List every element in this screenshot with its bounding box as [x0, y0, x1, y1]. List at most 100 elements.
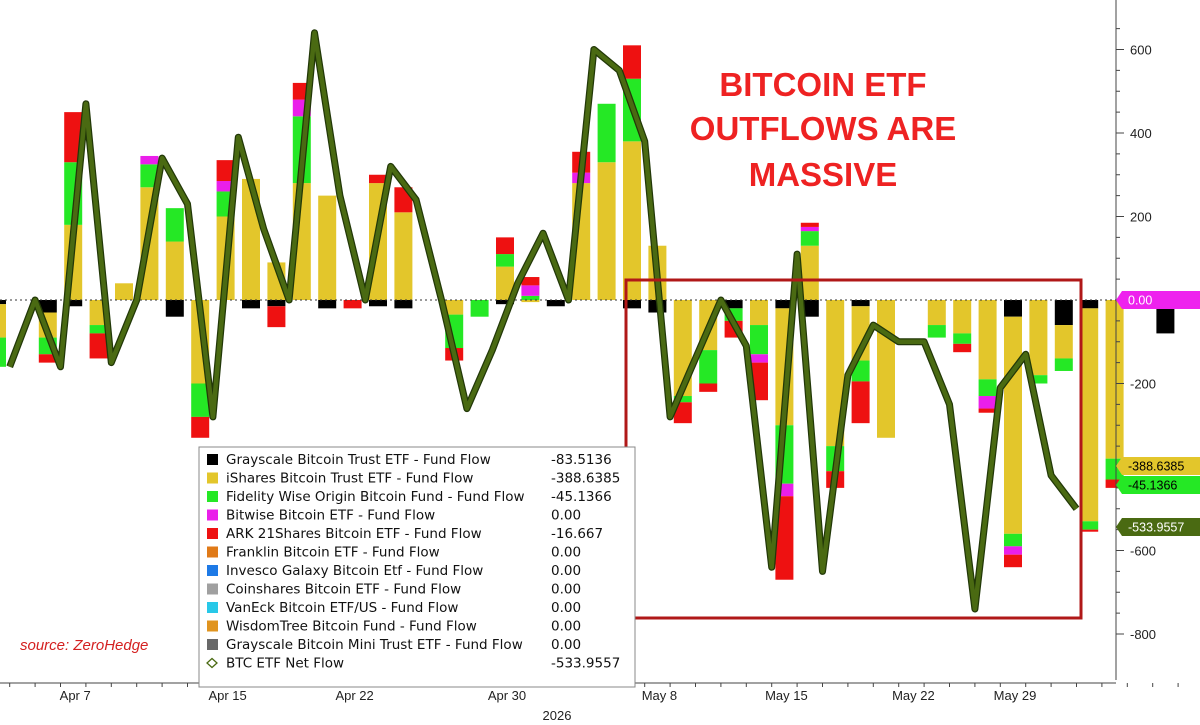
bar-segment-1-35	[877, 300, 895, 438]
legend-series-value: -533.9557	[551, 656, 620, 672]
bar-segment-4-38	[953, 343, 972, 353]
bar-segment-1-21	[521, 300, 540, 303]
bar-segment-2-7	[165, 208, 184, 242]
bar-segment-4-44	[1105, 479, 1124, 488]
legend-diamond-icon	[206, 657, 218, 669]
bar-segment-4-25	[623, 45, 641, 79]
legend-swatch	[207, 509, 218, 521]
bar-segment-0-0	[0, 300, 6, 305]
x-axis: Apr 7 Apr 15 Apr 22 Apr 30 May 8 May 15 May 22…	[0, 682, 1179, 723]
bar-segment-2-32	[800, 231, 819, 246]
axis-tag: -388.6385	[1116, 457, 1200, 475]
net-flow-line	[6, 29, 1080, 613]
bar-segment-2-41	[1029, 375, 1048, 384]
legend-series-value: 0.00	[551, 582, 581, 598]
legend-series-value: -83.5136	[551, 452, 612, 468]
bar-segment-4-20	[496, 237, 514, 255]
bar-segment-2-40	[1004, 533, 1022, 547]
axis-value-tags: 0.00 -388.6385 -45.1366 -533.9557	[1116, 291, 1200, 536]
legend-swatch	[207, 491, 218, 502]
bar-segment-1-24	[597, 162, 616, 300]
legend-swatch	[207, 583, 218, 595]
legend-series-value: 0.00	[551, 637, 581, 653]
y-tick-label: 600	[1130, 43, 1152, 58]
legend-series-value: 0.00	[551, 545, 581, 561]
legend-series-name: Invesco Galaxy Bitcoin Etf - Fund Flow	[226, 563, 483, 579]
bar-segment-1-16	[394, 212, 413, 300]
bar-segment-1-40	[1004, 316, 1022, 534]
legend-series-value: 0.00	[551, 619, 581, 635]
axis-tag-label: -45.1366	[1128, 479, 1177, 493]
legend-swatch	[207, 472, 218, 484]
bar-segment-4-28	[699, 383, 718, 392]
legend-series-value: 0.00	[551, 600, 581, 616]
bar-segment-2-0	[0, 337, 6, 367]
y-tick-label: 200	[1130, 210, 1152, 225]
axis-tag: 0.00	[1116, 291, 1200, 309]
legend-swatch	[207, 528, 218, 539]
bar-segment-2-30	[750, 325, 768, 355]
year-label: 2026	[543, 708, 572, 723]
bar-segment-2-20	[496, 254, 514, 267]
bar-segment-1-18	[445, 300, 464, 315]
bar-segment-0-20	[496, 300, 514, 305]
bar-segment-2-27	[673, 396, 692, 403]
net-flow-polyline	[7, 30, 1079, 612]
bar-segment-0-7	[165, 300, 184, 317]
bar-segment-4-32	[800, 222, 819, 227]
bar-segment-0-22	[546, 300, 565, 307]
bar-segment-4-34	[851, 381, 870, 424]
bar-segment-2-6	[140, 164, 159, 188]
bar-segment-4-14	[343, 300, 362, 309]
legend-swatch	[207, 602, 218, 613]
x-tick-label: Apr 7	[60, 688, 91, 703]
y-tick-label: -800	[1130, 627, 1156, 642]
bar-segment-0-16	[394, 300, 413, 309]
axis-tag-background	[1116, 476, 1200, 494]
source-note: source: ZeroHedge	[20, 637, 148, 654]
x-tick-label: May 29	[994, 688, 1037, 703]
x-tick-label: May 15	[765, 688, 808, 703]
bar-segment-0-2	[38, 300, 57, 313]
legend-series-value: 0.00	[551, 508, 581, 524]
bar-segment-2-21	[521, 295, 540, 300]
bar-segment-1-33	[826, 300, 845, 447]
bar-segment-4-39	[978, 408, 997, 413]
bar-segment-4-2	[38, 354, 57, 363]
legend-series-name: VanEck Bitcoin ETF/US - Fund Flow	[226, 600, 458, 616]
bar-segment-1-7	[165, 241, 184, 300]
bar-segment-4-8	[191, 416, 210, 438]
bar-segment-1-37	[927, 300, 946, 326]
y-tick-label: -600	[1130, 544, 1156, 559]
bar-segment-1-38	[953, 300, 972, 334]
bar-segment-2-4	[89, 325, 108, 334]
bar-segment-0-31	[775, 300, 794, 309]
bar-segment-3-39	[978, 396, 997, 409]
bar-segment-4-40	[1004, 554, 1022, 568]
bar-segment-0-34	[851, 300, 870, 307]
bar-segment-1-41	[1029, 300, 1048, 376]
bar-segment-2-19	[470, 300, 489, 317]
bar-segment-3-32	[800, 226, 819, 232]
legend-swatch	[207, 454, 218, 465]
bar-segment-3-30	[750, 354, 768, 363]
y-tick-label: 400	[1130, 126, 1152, 141]
axis-tag: -533.9557	[1116, 518, 1200, 536]
legend-swatch	[207, 565, 218, 576]
headline: BITCOIN ETF OUTFLOWS ARE MASSIVE	[690, 66, 956, 193]
y-tick-label: -200	[1130, 377, 1156, 392]
legend-series-value: -45.1366	[551, 489, 612, 505]
bar-segment-4-3	[64, 112, 83, 163]
bar-segment-3-9	[216, 181, 235, 192]
axis-tag-label: 0.00	[1128, 294, 1152, 308]
legend-series-name: Coinshares Bitcoin ETF - Fund Flow	[226, 582, 461, 598]
bar-segment-0-10	[242, 300, 260, 309]
bar-segment-0-29	[724, 300, 743, 309]
bar-segment-0-3	[64, 300, 83, 307]
bar-segment-4-43	[1080, 529, 1099, 532]
bar-segment-2-43	[1080, 521, 1099, 530]
x-tick-label: Apr 15	[208, 688, 246, 703]
legend-series-name: Franklin Bitcoin ETF - Fund Flow	[226, 545, 440, 561]
legend-series-name: WisdomTree Bitcoin Fund - Fund Flow	[226, 619, 477, 635]
